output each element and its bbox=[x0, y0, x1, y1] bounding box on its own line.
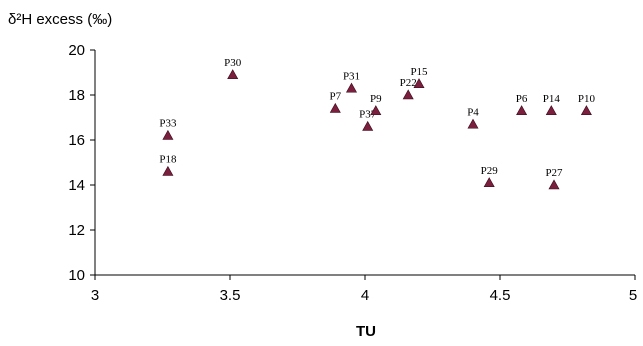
triangle-marker bbox=[413, 78, 425, 89]
x-tick-label: 3 bbox=[91, 287, 99, 304]
point-label: P6 bbox=[516, 93, 528, 105]
triangle-marker bbox=[227, 69, 239, 80]
y-ticks: 10 12 14 16 18 20 bbox=[68, 42, 95, 284]
point-label: P29 bbox=[481, 165, 499, 177]
data-point: P31 bbox=[343, 70, 360, 93]
triangle-marker bbox=[580, 105, 592, 116]
data-point: P4 bbox=[467, 106, 479, 129]
y-tick-label: 14 bbox=[68, 177, 85, 194]
x-tick-label: 5 bbox=[629, 287, 637, 304]
point-label: P22 bbox=[400, 77, 417, 89]
y-tick-label: 18 bbox=[68, 87, 85, 104]
y-tick-label: 12 bbox=[68, 222, 85, 239]
triangle-marker bbox=[370, 105, 382, 116]
data-point: P7 bbox=[329, 91, 342, 113]
data-point: P14 bbox=[543, 93, 561, 116]
point-label: P9 bbox=[370, 93, 382, 105]
data-point: P10 bbox=[578, 93, 596, 116]
y-tick-label: 16 bbox=[68, 132, 85, 149]
data-point: P6 bbox=[516, 93, 528, 116]
x-tick-label: 4 bbox=[361, 287, 369, 304]
triangle-marker bbox=[516, 105, 528, 116]
triangle-marker bbox=[329, 102, 341, 113]
point-label: P14 bbox=[543, 93, 561, 105]
triangle-marker bbox=[162, 129, 174, 140]
triangle-marker bbox=[483, 177, 495, 188]
point-label: P7 bbox=[329, 91, 341, 103]
data-point: P30 bbox=[224, 57, 242, 80]
data-point: P15 bbox=[410, 66, 428, 89]
data-point: P22 bbox=[400, 77, 417, 100]
x-tick-label: 4.5 bbox=[490, 287, 511, 304]
point-label: P4 bbox=[467, 106, 479, 118]
x-tick-label: 3.5 bbox=[220, 287, 241, 304]
point-label: P15 bbox=[410, 66, 428, 78]
point-label: P18 bbox=[159, 154, 177, 166]
triangle-marker bbox=[362, 120, 374, 131]
x-ticks: 3 3.5 4 4.5 5 bbox=[91, 275, 637, 304]
y-tick-label: 10 bbox=[68, 267, 85, 284]
data-point: P27 bbox=[545, 167, 563, 190]
data-point: P29 bbox=[481, 165, 499, 188]
y-axis-label: δ²H excess (‰) bbox=[8, 11, 112, 28]
point-label: P10 bbox=[578, 93, 596, 105]
triangle-marker bbox=[162, 165, 174, 176]
data-point: P33 bbox=[159, 118, 177, 140]
triangle-marker bbox=[545, 105, 557, 116]
triangle-marker bbox=[467, 118, 479, 129]
y-tick-label: 20 bbox=[68, 42, 85, 59]
point-label: P33 bbox=[159, 118, 177, 130]
point-label: P31 bbox=[343, 70, 360, 82]
triangle-marker bbox=[548, 179, 560, 190]
point-label: P30 bbox=[224, 57, 242, 69]
data-point: P9 bbox=[370, 93, 382, 116]
triangle-marker bbox=[402, 89, 414, 100]
x-axis-label: TU bbox=[356, 323, 376, 340]
triangle-marker bbox=[345, 82, 358, 93]
point-label: P27 bbox=[545, 167, 563, 179]
data-point: P18 bbox=[159, 154, 177, 176]
